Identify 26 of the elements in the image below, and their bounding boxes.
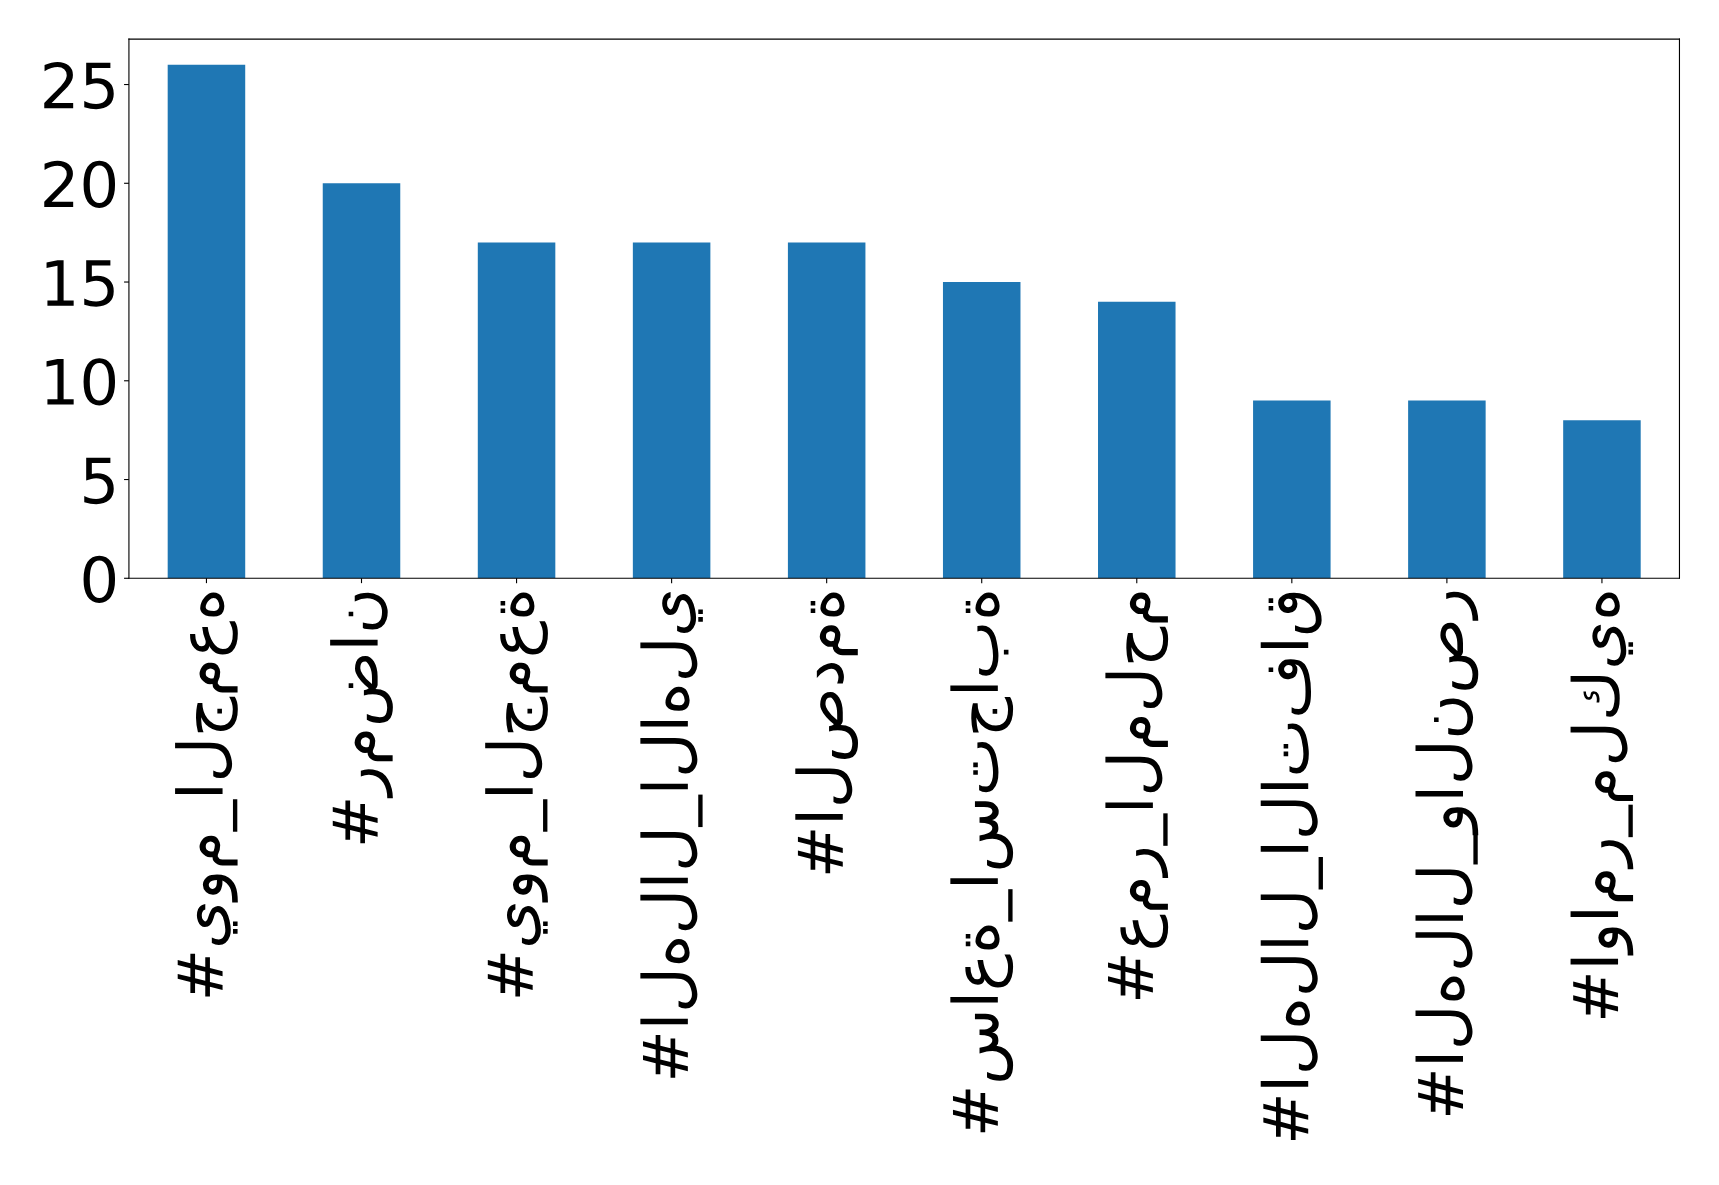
x-tick-label: #يوم_الجمعة [485, 592, 548, 997]
bar [942, 282, 1021, 579]
x-tick-label: #ساعة_استجابة [950, 592, 1014, 1133]
y-tick-label: 25 [44, 61, 114, 110]
x-tick-label: #رمضان [330, 592, 393, 844]
x-tick-label: #يوم_الجمعه [175, 592, 238, 997]
bar [1563, 420, 1641, 579]
bar [632, 242, 711, 579]
y-tick-label: 10 [46, 358, 116, 406]
y-tick-label: 5 [84, 457, 114, 505]
x-tick-label: #اوامر_ملكيه [1570, 592, 1634, 1018]
bar [787, 242, 866, 579]
x-tick-label: #الصدمة [795, 592, 859, 874]
y-tick-label: 15 [46, 260, 114, 307]
x-tick-label: #الهلال_الاهلي [640, 591, 703, 1078]
bar [477, 242, 556, 579]
bar [1098, 301, 1176, 579]
x-tick-label: #عمر_الملحم [1105, 592, 1169, 999]
bar [1253, 400, 1331, 579]
y-tick-label: 20 [44, 160, 116, 208]
bar [322, 183, 401, 579]
bar [1408, 400, 1486, 579]
x-tick-label: #الهلال_والنصر [1415, 591, 1479, 1116]
y-tick-label: 0 [83, 555, 116, 603]
bar [167, 64, 246, 579]
x-tick-label: #الهلال_الاتفاق [1260, 592, 1323, 1141]
